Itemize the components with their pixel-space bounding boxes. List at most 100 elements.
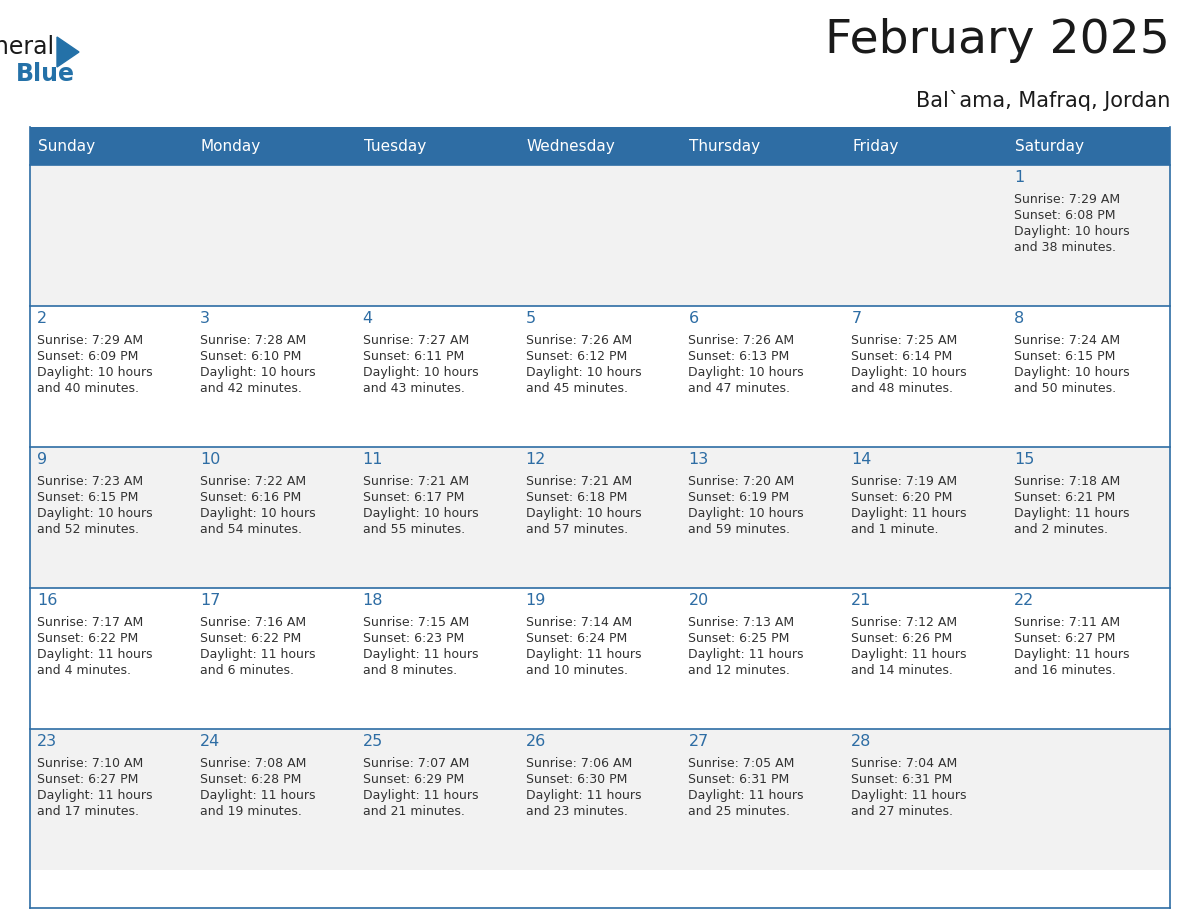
Text: Sunday: Sunday bbox=[38, 139, 95, 153]
Bar bbox=[30, 447, 1170, 588]
Text: Daylight: 11 hours: Daylight: 11 hours bbox=[688, 789, 804, 802]
Text: 23: 23 bbox=[37, 734, 57, 749]
Text: Sunrise: 7:18 AM: Sunrise: 7:18 AM bbox=[1015, 475, 1120, 488]
Text: Daylight: 10 hours: Daylight: 10 hours bbox=[362, 366, 479, 379]
Text: Sunrise: 7:22 AM: Sunrise: 7:22 AM bbox=[200, 475, 307, 488]
Text: Bal`ama, Mafraq, Jordan: Bal`ama, Mafraq, Jordan bbox=[916, 90, 1170, 111]
Text: Friday: Friday bbox=[852, 139, 898, 153]
Text: Sunrise: 7:11 AM: Sunrise: 7:11 AM bbox=[1015, 616, 1120, 629]
Text: and 2 minutes.: and 2 minutes. bbox=[1015, 523, 1108, 536]
Text: Sunset: 6:27 PM: Sunset: 6:27 PM bbox=[37, 773, 138, 786]
Text: Sunrise: 7:16 AM: Sunrise: 7:16 AM bbox=[200, 616, 307, 629]
Text: Thursday: Thursday bbox=[689, 139, 760, 153]
Text: and 52 minutes.: and 52 minutes. bbox=[37, 523, 139, 536]
Text: Sunset: 6:31 PM: Sunset: 6:31 PM bbox=[688, 773, 790, 786]
Text: and 21 minutes.: and 21 minutes. bbox=[362, 805, 465, 818]
Text: Daylight: 11 hours: Daylight: 11 hours bbox=[852, 507, 967, 520]
Text: Saturday: Saturday bbox=[1015, 139, 1085, 153]
Text: Sunrise: 7:29 AM: Sunrise: 7:29 AM bbox=[1015, 193, 1120, 206]
Text: 20: 20 bbox=[688, 593, 709, 608]
Text: Sunrise: 7:12 AM: Sunrise: 7:12 AM bbox=[852, 616, 958, 629]
Text: Daylight: 10 hours: Daylight: 10 hours bbox=[362, 507, 479, 520]
Text: Daylight: 10 hours: Daylight: 10 hours bbox=[525, 366, 642, 379]
Text: Sunrise: 7:20 AM: Sunrise: 7:20 AM bbox=[688, 475, 795, 488]
Text: Sunset: 6:13 PM: Sunset: 6:13 PM bbox=[688, 350, 790, 363]
Text: and 43 minutes.: and 43 minutes. bbox=[362, 382, 465, 395]
Text: Daylight: 10 hours: Daylight: 10 hours bbox=[200, 366, 316, 379]
Text: Daylight: 10 hours: Daylight: 10 hours bbox=[688, 507, 804, 520]
Text: Sunset: 6:16 PM: Sunset: 6:16 PM bbox=[200, 491, 301, 504]
Text: 3: 3 bbox=[200, 311, 210, 326]
Text: and 19 minutes.: and 19 minutes. bbox=[200, 805, 302, 818]
Text: 15: 15 bbox=[1015, 452, 1035, 467]
Text: Sunrise: 7:06 AM: Sunrise: 7:06 AM bbox=[525, 757, 632, 770]
Text: and 4 minutes.: and 4 minutes. bbox=[37, 664, 131, 677]
Text: 8: 8 bbox=[1015, 311, 1024, 326]
Text: and 55 minutes.: and 55 minutes. bbox=[362, 523, 465, 536]
Text: Daylight: 11 hours: Daylight: 11 hours bbox=[852, 648, 967, 661]
Text: 17: 17 bbox=[200, 593, 220, 608]
Text: and 47 minutes.: and 47 minutes. bbox=[688, 382, 790, 395]
Text: Daylight: 10 hours: Daylight: 10 hours bbox=[1015, 225, 1130, 238]
Text: Sunrise: 7:29 AM: Sunrise: 7:29 AM bbox=[37, 334, 143, 347]
Text: and 6 minutes.: and 6 minutes. bbox=[200, 664, 293, 677]
Text: Daylight: 10 hours: Daylight: 10 hours bbox=[37, 507, 152, 520]
Text: Sunrise: 7:25 AM: Sunrise: 7:25 AM bbox=[852, 334, 958, 347]
Text: 16: 16 bbox=[37, 593, 57, 608]
Text: Sunrise: 7:15 AM: Sunrise: 7:15 AM bbox=[362, 616, 469, 629]
Text: Daylight: 11 hours: Daylight: 11 hours bbox=[200, 648, 315, 661]
Text: 26: 26 bbox=[525, 734, 545, 749]
Text: 5: 5 bbox=[525, 311, 536, 326]
Text: and 27 minutes.: and 27 minutes. bbox=[852, 805, 953, 818]
Text: 25: 25 bbox=[362, 734, 383, 749]
Text: Sunrise: 7:27 AM: Sunrise: 7:27 AM bbox=[362, 334, 469, 347]
Text: Daylight: 11 hours: Daylight: 11 hours bbox=[852, 789, 967, 802]
Text: Sunrise: 7:04 AM: Sunrise: 7:04 AM bbox=[852, 757, 958, 770]
Text: 12: 12 bbox=[525, 452, 546, 467]
Text: Sunset: 6:22 PM: Sunset: 6:22 PM bbox=[200, 632, 301, 645]
Text: 21: 21 bbox=[852, 593, 872, 608]
Text: Sunrise: 7:19 AM: Sunrise: 7:19 AM bbox=[852, 475, 958, 488]
Text: 2: 2 bbox=[37, 311, 48, 326]
Text: Sunset: 6:23 PM: Sunset: 6:23 PM bbox=[362, 632, 465, 645]
Text: Sunrise: 7:17 AM: Sunrise: 7:17 AM bbox=[37, 616, 144, 629]
Text: 1: 1 bbox=[1015, 170, 1024, 185]
Text: and 10 minutes.: and 10 minutes. bbox=[525, 664, 627, 677]
Text: Sunrise: 7:07 AM: Sunrise: 7:07 AM bbox=[362, 757, 469, 770]
Text: Daylight: 10 hours: Daylight: 10 hours bbox=[37, 366, 152, 379]
Text: Daylight: 11 hours: Daylight: 11 hours bbox=[525, 789, 642, 802]
Text: Daylight: 10 hours: Daylight: 10 hours bbox=[1015, 366, 1130, 379]
Text: Sunrise: 7:26 AM: Sunrise: 7:26 AM bbox=[525, 334, 632, 347]
Text: Sunset: 6:18 PM: Sunset: 6:18 PM bbox=[525, 491, 627, 504]
Text: and 50 minutes.: and 50 minutes. bbox=[1015, 382, 1117, 395]
Text: 10: 10 bbox=[200, 452, 220, 467]
Text: 11: 11 bbox=[362, 452, 384, 467]
Text: Sunset: 6:11 PM: Sunset: 6:11 PM bbox=[362, 350, 465, 363]
Text: 14: 14 bbox=[852, 452, 872, 467]
Text: Daylight: 10 hours: Daylight: 10 hours bbox=[525, 507, 642, 520]
Text: and 40 minutes.: and 40 minutes. bbox=[37, 382, 139, 395]
Text: Daylight: 11 hours: Daylight: 11 hours bbox=[362, 648, 479, 661]
Text: Sunset: 6:26 PM: Sunset: 6:26 PM bbox=[852, 632, 953, 645]
Text: and 25 minutes.: and 25 minutes. bbox=[688, 805, 790, 818]
Text: Sunrise: 7:28 AM: Sunrise: 7:28 AM bbox=[200, 334, 307, 347]
Text: 4: 4 bbox=[362, 311, 373, 326]
Polygon shape bbox=[57, 37, 78, 67]
Text: Tuesday: Tuesday bbox=[364, 139, 426, 153]
Bar bbox=[30, 127, 1170, 165]
Text: 28: 28 bbox=[852, 734, 872, 749]
Text: Sunset: 6:24 PM: Sunset: 6:24 PM bbox=[525, 632, 627, 645]
Text: Sunrise: 7:23 AM: Sunrise: 7:23 AM bbox=[37, 475, 143, 488]
Text: Sunset: 6:29 PM: Sunset: 6:29 PM bbox=[362, 773, 465, 786]
Text: Sunrise: 7:10 AM: Sunrise: 7:10 AM bbox=[37, 757, 144, 770]
Text: Sunset: 6:08 PM: Sunset: 6:08 PM bbox=[1015, 209, 1116, 222]
Text: Sunset: 6:30 PM: Sunset: 6:30 PM bbox=[525, 773, 627, 786]
Bar bbox=[30, 165, 1170, 306]
Text: Sunset: 6:17 PM: Sunset: 6:17 PM bbox=[362, 491, 465, 504]
Text: Sunset: 6:20 PM: Sunset: 6:20 PM bbox=[852, 491, 953, 504]
Text: Sunset: 6:10 PM: Sunset: 6:10 PM bbox=[200, 350, 302, 363]
Text: and 42 minutes.: and 42 minutes. bbox=[200, 382, 302, 395]
Text: Sunset: 6:28 PM: Sunset: 6:28 PM bbox=[200, 773, 302, 786]
Text: 6: 6 bbox=[688, 311, 699, 326]
Text: Sunrise: 7:21 AM: Sunrise: 7:21 AM bbox=[362, 475, 469, 488]
